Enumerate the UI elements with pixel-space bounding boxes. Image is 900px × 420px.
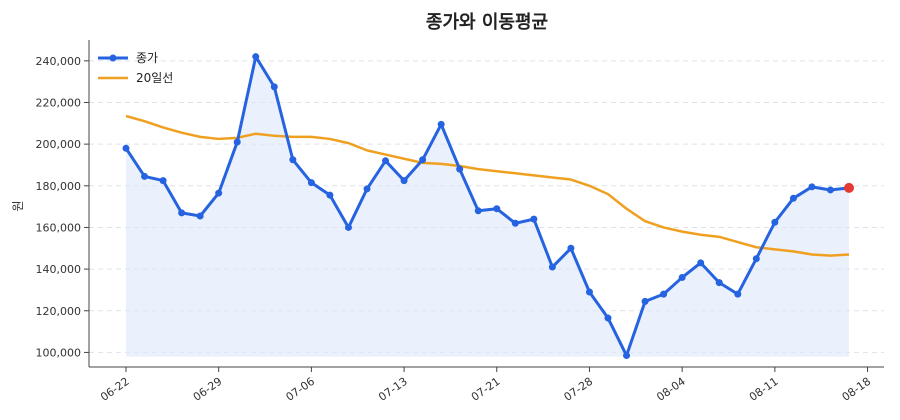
close-point	[122, 144, 130, 152]
close-point	[697, 259, 705, 267]
close-point	[252, 53, 260, 61]
close-point	[789, 194, 797, 202]
close-point	[660, 290, 668, 298]
x-tick-label: 08-04	[654, 375, 688, 404]
close-point	[215, 189, 223, 197]
close-point	[771, 218, 779, 226]
x-tick-label: 06-22	[98, 375, 132, 404]
close-point	[604, 314, 612, 322]
close-point	[623, 352, 631, 360]
close-point	[196, 212, 204, 220]
chart-title: 종가와 이동평균	[426, 12, 548, 33]
y-tick-label: 100,000	[36, 346, 82, 359]
x-tick-label: 08-18	[840, 375, 874, 404]
y-tick-label: 140,000	[36, 263, 82, 276]
y-tick-label: 240,000	[36, 55, 82, 68]
close-point	[307, 179, 315, 187]
close-point	[400, 177, 408, 185]
close-point	[752, 255, 760, 263]
close-point	[159, 177, 167, 185]
x-tick-label: 07-06	[283, 375, 317, 404]
close-point	[826, 186, 834, 194]
y-tick-label: 160,000	[36, 221, 82, 234]
close-point	[141, 172, 149, 180]
close-point	[382, 157, 390, 165]
close-point	[585, 288, 593, 296]
x-tick-label: 06-29	[191, 375, 225, 404]
close-point	[567, 244, 575, 252]
x-tick-label: 07-21	[469, 375, 503, 404]
legend-marker-close	[109, 54, 117, 62]
series-line-close	[124, 55, 850, 358]
close-point	[734, 290, 742, 298]
close-point	[511, 219, 519, 227]
close-point	[289, 156, 297, 164]
y-tick-label: 220,000	[36, 96, 82, 109]
close-point	[456, 165, 464, 173]
last-close-point	[844, 182, 854, 193]
close-area	[126, 56, 849, 357]
close-point	[178, 209, 186, 217]
y-tick-label: 200,000	[36, 138, 82, 151]
plot-area	[122, 53, 854, 360]
close-point	[678, 273, 686, 281]
close-point	[326, 191, 334, 199]
close-point	[808, 183, 816, 191]
y-tick-label: 180,000	[36, 180, 82, 193]
close-point	[474, 207, 482, 215]
close-point	[419, 156, 427, 164]
legend: 종가 20일선	[98, 51, 173, 85]
close-point	[641, 297, 649, 305]
close-point	[363, 185, 371, 193]
close-point	[548, 263, 556, 271]
close-point	[233, 138, 241, 146]
x-tick-label: 07-28	[562, 375, 596, 404]
close-point	[530, 215, 538, 223]
y-axis-label: 원	[11, 200, 25, 211]
series-line-ma20	[125, 114, 850, 257]
x-tick-label: 07-13	[376, 375, 410, 404]
close-point	[344, 223, 352, 231]
close-point	[437, 120, 445, 128]
close-point	[270, 83, 278, 91]
legend-label-close: 종가	[136, 51, 158, 65]
y-tick-label: 120,000	[36, 305, 82, 318]
close-point	[715, 279, 723, 287]
close-point	[493, 205, 501, 213]
legend-label-ma20: 20일선	[136, 71, 173, 85]
x-tick-label: 08-11	[747, 375, 781, 404]
